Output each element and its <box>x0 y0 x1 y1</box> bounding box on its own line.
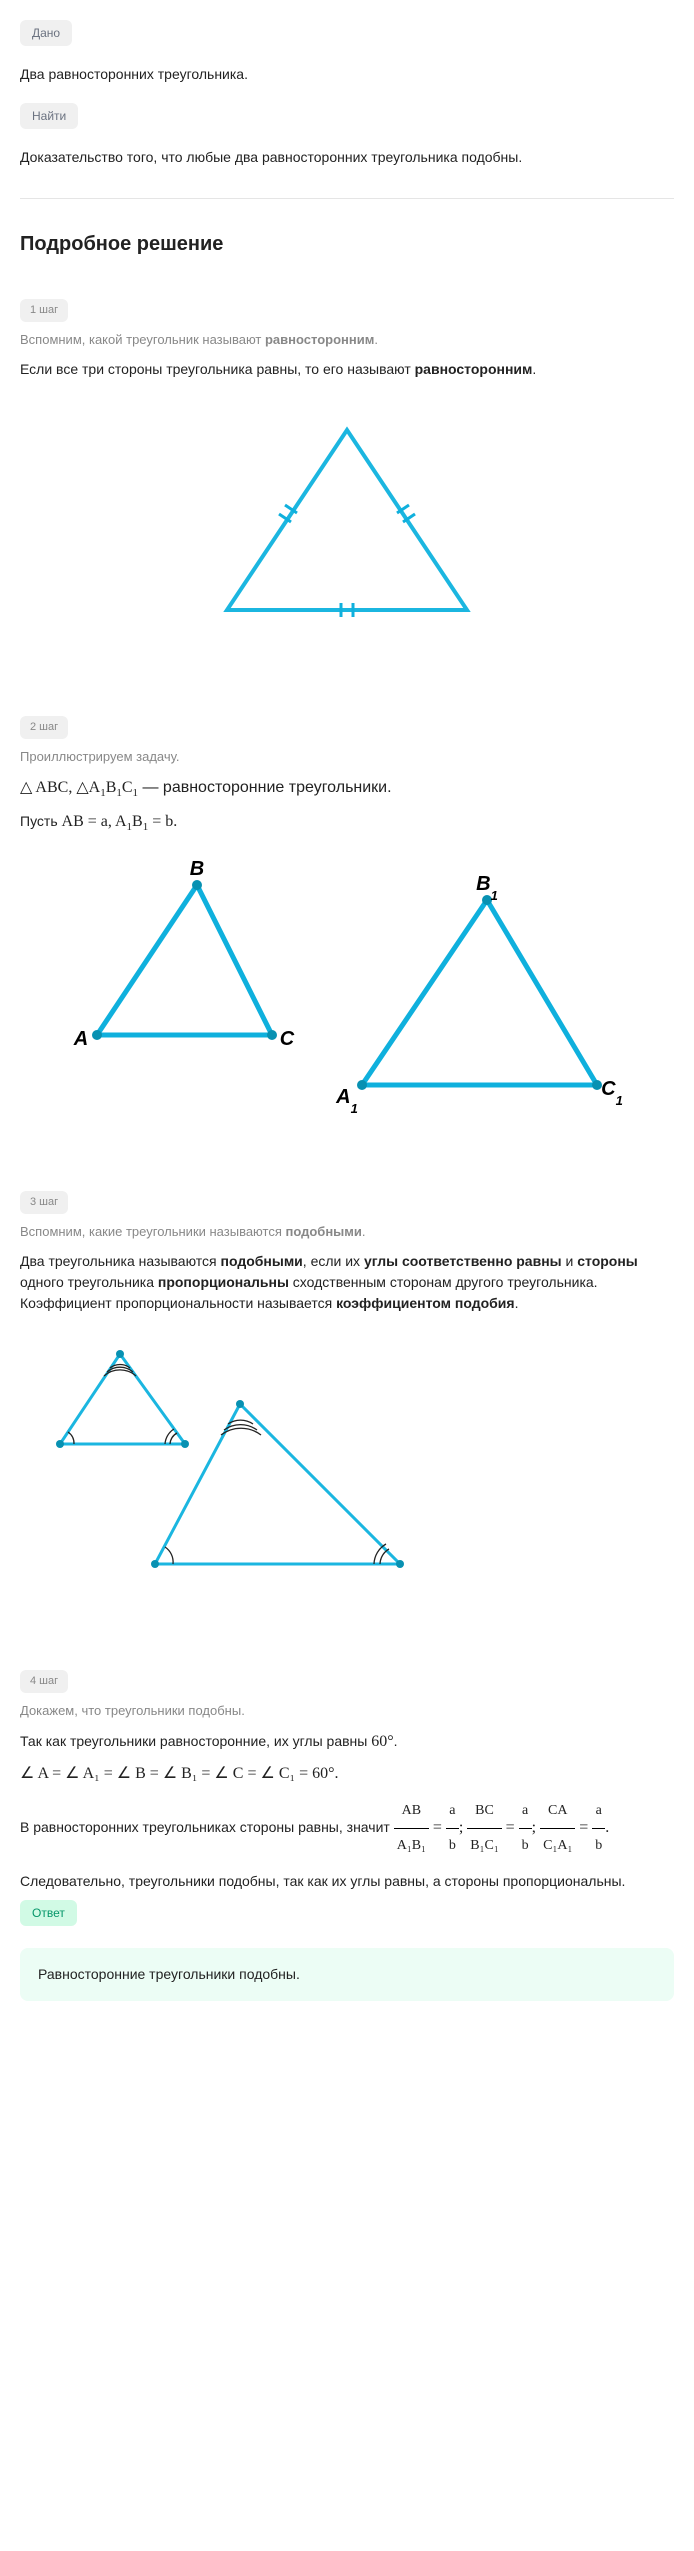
eq3: = <box>579 1819 592 1836</box>
s3b2: углы соответственно равны <box>364 1253 562 1269</box>
find-tag: Найти <box>20 103 78 129</box>
answer-box: Равносторонние треугольники подобны. <box>20 1948 674 2001</box>
vertex-B-label: B <box>190 858 204 880</box>
vertex-A1-label: A1 <box>335 1086 358 1115</box>
step-4-conclusion: Следовательно, треугольники подобны, так… <box>20 1871 674 1892</box>
step-1-definition: Если все три стороны треугольника равны,… <box>20 359 674 380</box>
math-abc: △ ABC, △A <box>20 779 100 796</box>
frac-ab: ABA₁B₁ <box>394 1794 429 1862</box>
step-2-tag: 2 шаг <box>20 716 68 739</box>
math-b: B <box>106 779 117 796</box>
s3p3: и <box>562 1253 578 1269</box>
s4-l1-pre: Так как треугольники равносторонние, их … <box>20 1733 371 1749</box>
vertex-C1-label: C1 <box>601 1078 623 1108</box>
step-1-sub-bold: равносторонним <box>265 332 374 347</box>
step-1-sub: Вспомним, какой треугольник называют рав… <box>20 330 674 350</box>
step-3-sub-bold: подобными <box>285 1224 361 1239</box>
s4-l1-deg: 60° <box>371 1733 393 1750</box>
answer-tag: Ответ <box>20 1900 77 1926</box>
vertex-C-label: C <box>280 1028 295 1050</box>
frac-a1: ab <box>446 1794 459 1862</box>
s3b5: коэффициентом подобия <box>336 1295 514 1311</box>
step-1-tag: 1 шаг <box>20 299 68 322</box>
math-post: — равносторонние треугольники. <box>138 779 392 796</box>
similar-triangles-icon <box>50 1334 470 1594</box>
frac-ca: CAC₁A₁ <box>540 1794 575 1862</box>
frac-bc: BCB₁C₁ <box>467 1794 501 1862</box>
eq2: = <box>506 1819 519 1836</box>
vertex-A-label: A <box>73 1028 88 1050</box>
two-triangles-icon: B A C B1 A1 C1 <box>67 855 627 1115</box>
step-1-line-bold: равносторонним <box>415 361 533 377</box>
step-4-tag: 4 шаг <box>20 1670 68 1693</box>
s3b3: стороны <box>577 1253 638 1269</box>
eq1: = <box>433 1819 446 1836</box>
find-text: Доказательство того, что любые два равно… <box>20 147 674 168</box>
math-c: C <box>122 779 133 796</box>
frac-a2: ab <box>519 1794 532 1862</box>
divider <box>20 198 674 199</box>
step-4-ratios: В равносторонних треугольниках стороны р… <box>20 1794 674 1862</box>
semi1: ; <box>459 1819 467 1836</box>
step-1-line-pre: Если все три стороны треугольника равны,… <box>20 361 415 377</box>
step-1-sub-pre: Вспомним, какой треугольник называют <box>20 332 265 347</box>
figure-3 <box>20 1334 674 1600</box>
s3p1: Два треугольника называются <box>20 1253 221 1269</box>
solution-heading: Подробное решение <box>20 229 674 259</box>
step-4-angles: ∠ A = ∠ A₁ = ∠ B = ∠ B₁ = ∠ C = ∠ C₁ = 6… <box>20 1762 674 1786</box>
given-tag: Дано <box>20 20 72 46</box>
step-2-triangles-statement: △ ABC, △A1B1C1 — равносторонние треуголь… <box>20 776 674 802</box>
step-3-sub-pre: Вспомним, какие треугольники называются <box>20 1224 285 1239</box>
let-eq: = b. <box>148 813 177 830</box>
figure-1 <box>20 400 674 646</box>
step-3-sub-post: . <box>362 1224 366 1239</box>
s4-line2: В равносторонних треугольниках стороны р… <box>20 1819 394 1835</box>
let-ab: AB = a, A <box>62 813 127 830</box>
period: . <box>605 1819 609 1836</box>
step-1-line-post: . <box>532 361 536 377</box>
let-b: B <box>132 813 143 830</box>
s3p2: , если их <box>303 1253 364 1269</box>
step-3-sub: Вспомним, какие треугольники называются … <box>20 1222 674 1242</box>
triangle-equilateral-icon <box>187 400 507 640</box>
step-3-tag: 3 шаг <box>20 1191 68 1214</box>
s3b4: пропорциональны <box>158 1274 289 1290</box>
s3p6: . <box>515 1295 519 1311</box>
semi2: ; <box>532 1819 540 1836</box>
let-pre: Пусть <box>20 813 62 829</box>
s3b1: подобными <box>221 1253 303 1269</box>
step-4-line1: Так как треугольники равносторонние, их … <box>20 1730 674 1754</box>
step-3-definition: Два треугольника называются подобными, е… <box>20 1251 674 1314</box>
step-2-sub: Проиллюстрируем задачу. <box>20 747 674 767</box>
step-2-let: Пусть AB = a, A1B1 = b. <box>20 810 674 836</box>
step-1-sub-post: . <box>374 332 378 347</box>
s3p4: одного треугольника <box>20 1274 158 1290</box>
answer-text: Равносторонние треугольники подобны. <box>38 1966 300 1982</box>
step-4-sub: Докажем, что треугольники подобны. <box>20 1701 674 1721</box>
s4-l1-post: . <box>394 1733 398 1749</box>
given-text: Два равносторонних треугольника. <box>20 64 674 85</box>
figure-2: B A C B1 A1 C1 <box>20 855 674 1121</box>
frac-a3: ab <box>592 1794 605 1862</box>
